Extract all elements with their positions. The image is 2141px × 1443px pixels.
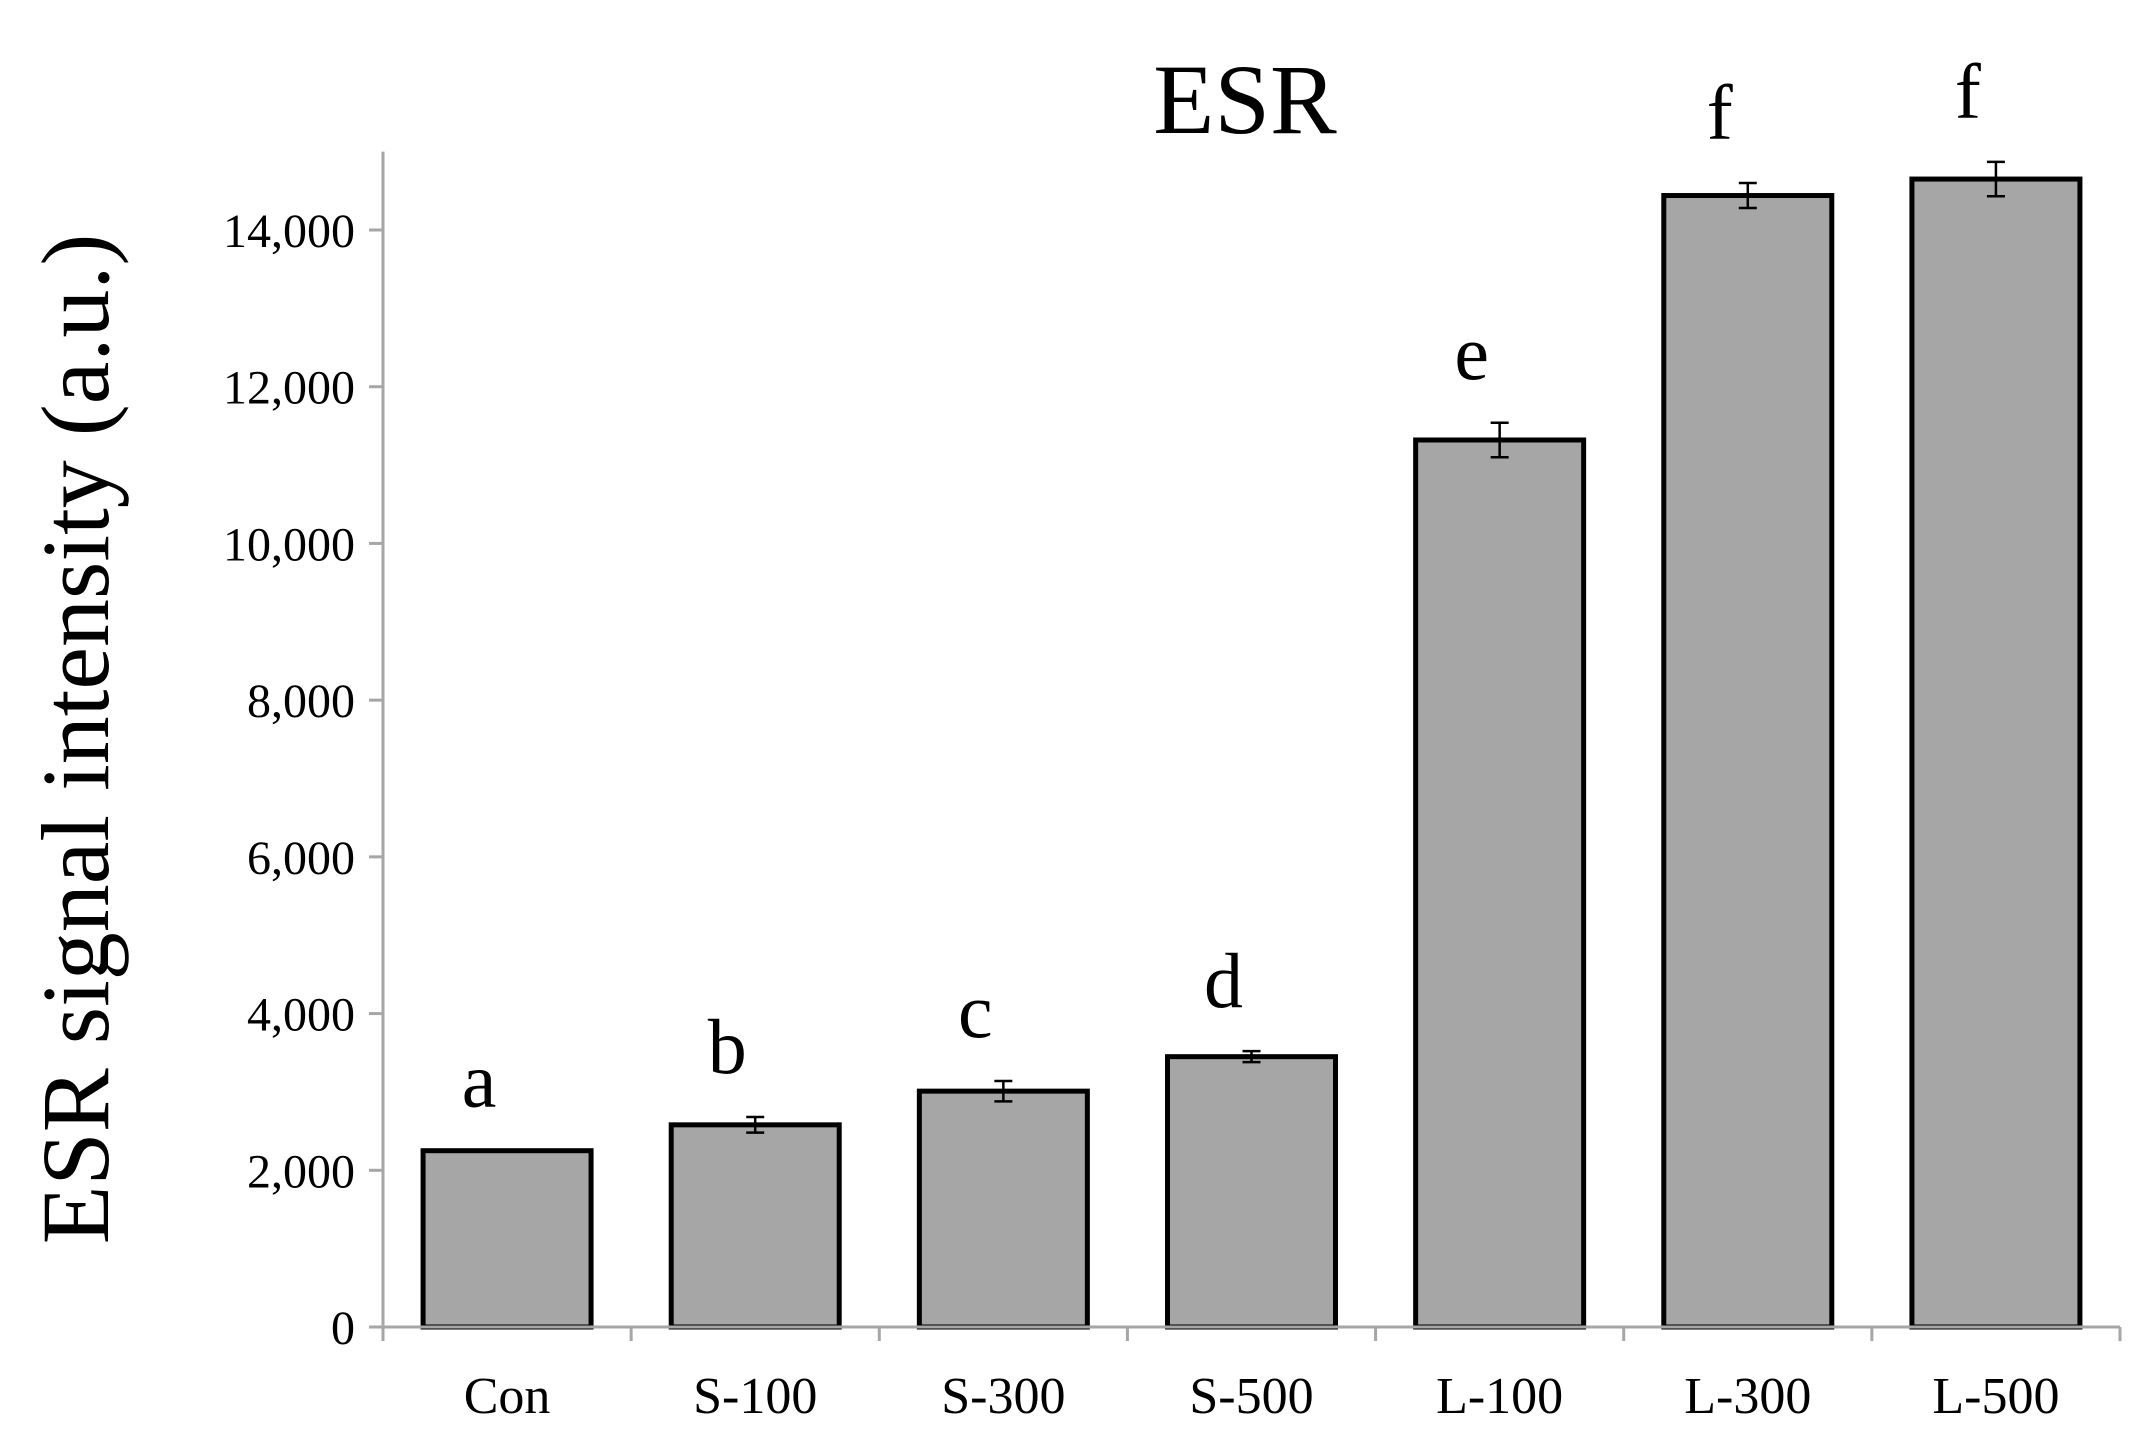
y-tick-label: 0 (331, 1302, 355, 1355)
bar (1165, 1054, 1338, 1330)
chart-title: ESR (1153, 44, 1337, 155)
y-tick-label: 12,000 (223, 362, 355, 415)
x-tick-label: L-300 (1684, 1368, 1811, 1425)
significance-letter: f (1955, 48, 1981, 135)
bar (668, 1122, 842, 1330)
y-tick-label: 8,000 (247, 675, 355, 728)
significance-letter: e (1454, 309, 1489, 396)
bar (1413, 437, 1587, 1330)
x-tick-label: S-300 (941, 1368, 1065, 1425)
x-tick-label: L-500 (1932, 1368, 2059, 1425)
significance-letter: a (462, 1037, 497, 1124)
x-tick-label: L-100 (1436, 1368, 1563, 1425)
x-tick-label: S-100 (693, 1368, 817, 1425)
significance-letter: b (708, 1003, 747, 1090)
bar (916, 1088, 1090, 1330)
y-tick-label: 10,000 (223, 518, 355, 571)
significance-letter: f (1707, 69, 1733, 156)
significance-letter: c (958, 967, 993, 1054)
bar (1661, 193, 1835, 1330)
bar (420, 1148, 594, 1330)
y-tick-label: 2,000 (247, 1145, 355, 1198)
y-axis-label: ESR signal intensity (a.u.) (22, 234, 129, 1245)
plot-area: 0 2,000 4,000 6,000 8,000 10,000 12,000 14,000 a… (223, 48, 2122, 1425)
y-tick-label: 4,000 (247, 989, 355, 1042)
y-tick-label: 14,000 (223, 205, 355, 258)
x-tick-label: Con (464, 1368, 551, 1425)
significance-letter: d (1204, 937, 1243, 1024)
x-tick-label: S-500 (1189, 1368, 1313, 1425)
y-tick-label: 6,000 (247, 832, 355, 885)
bar (1909, 176, 2083, 1330)
